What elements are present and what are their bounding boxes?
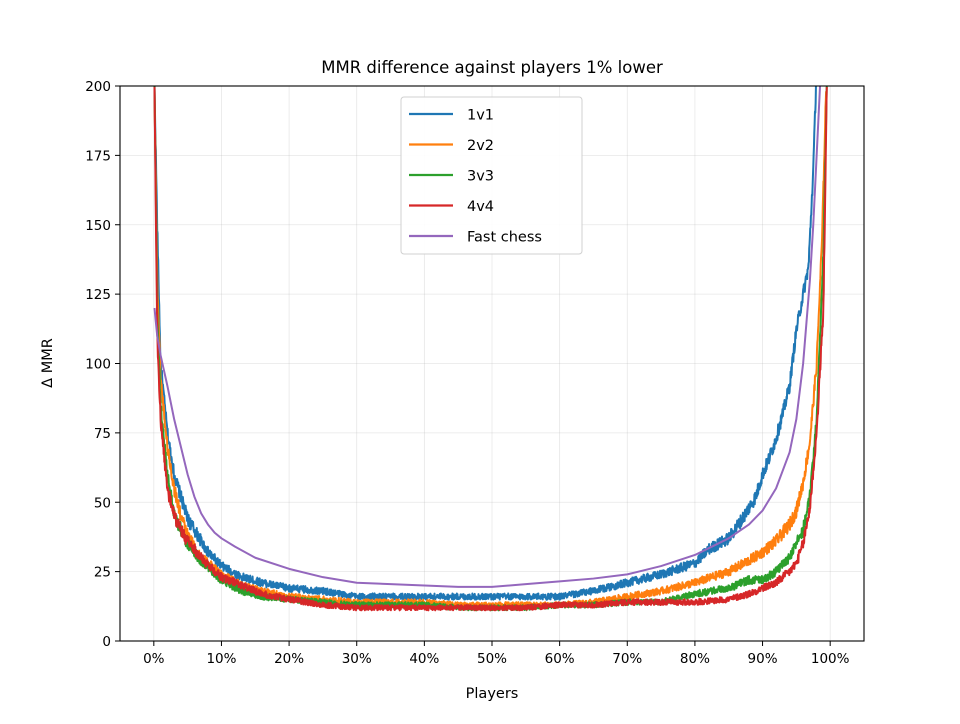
x-axis-ticks: 0% 10% 20% 30% 40% 50% 60% 70% 80% 90% 100%	[143, 641, 850, 667]
series-line-fast-chess	[153, 86, 822, 588]
legend-label: Fast chess	[467, 230, 542, 246]
y-axis-label: Δ MMR	[40, 338, 56, 388]
y-tick-label: 200	[85, 79, 111, 95]
x-tick-label: 100%	[811, 651, 850, 667]
legend-label: 1v1	[467, 108, 494, 124]
legend-label: 2v2	[467, 138, 494, 154]
chart-title: MMR difference against players 1% lower	[321, 58, 663, 77]
y-tick-label: 50	[94, 495, 111, 511]
y-tick-label: 25	[94, 565, 111, 581]
x-tick-label: 50%	[477, 651, 507, 667]
legend-label: 4v4	[467, 199, 494, 215]
series-lines	[153, 86, 828, 612]
legend-label: 3v3	[467, 169, 494, 185]
y-tick-label: 75	[94, 426, 111, 442]
legend: 1v1 2v2 3v3 4v4 Fast chess	[400, 96, 583, 255]
series-line-1v1	[153, 86, 817, 601]
x-tick-label: 70%	[612, 651, 642, 667]
y-tick-label: 175	[85, 148, 111, 164]
legend-box	[400, 96, 583, 255]
y-axis-ticks: 0 25 50 75 100 125 150 175 200	[85, 79, 120, 650]
y-tick-label: 0	[102, 634, 111, 650]
series-line-4v4	[153, 86, 828, 612]
x-tick-label: 90%	[748, 651, 778, 667]
x-tick-label: 0%	[143, 651, 165, 667]
x-tick-label: 40%	[409, 651, 439, 667]
x-tick-label: 20%	[274, 651, 304, 667]
x-tick-label: 80%	[680, 651, 710, 667]
y-tick-label: 100	[85, 357, 111, 373]
x-tick-label: 60%	[545, 651, 575, 667]
x-tick-label: 10%	[206, 651, 236, 667]
y-tick-label: 150	[85, 218, 111, 234]
x-tick-label: 30%	[342, 651, 372, 667]
x-axis-label: Players	[466, 686, 519, 702]
y-tick-label: 125	[85, 287, 111, 303]
